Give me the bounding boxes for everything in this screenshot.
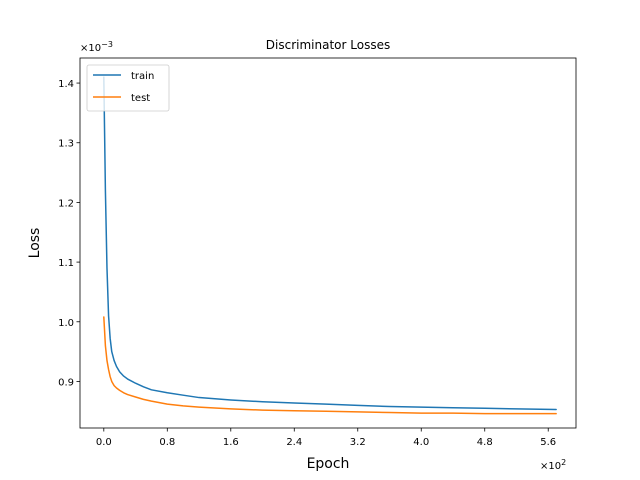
legend: train test bbox=[86, 64, 170, 112]
x-tick-label: 3.2 bbox=[350, 437, 366, 448]
chart-title: Discriminator Losses bbox=[266, 38, 390, 52]
y-tick-label: 1.2 bbox=[58, 198, 74, 209]
legend-label-test: test bbox=[131, 93, 150, 104]
x-tick-label: 0.0 bbox=[96, 437, 112, 448]
x-tick-label: 4.0 bbox=[413, 437, 429, 448]
y-axis-label: Loss bbox=[27, 228, 43, 259]
plot-frame bbox=[79, 57, 577, 429]
y-tick-label: 0.9 bbox=[58, 377, 74, 388]
legend-box bbox=[86, 64, 170, 112]
series-line-train bbox=[103, 76, 557, 411]
y-tick-label: 1.0 bbox=[58, 318, 74, 329]
x-axis: 0.0 0.8 1.6 2.4 3.2 4.0 4.8 5.6 bbox=[96, 428, 556, 448]
x-tick-label: 2.4 bbox=[286, 437, 302, 448]
x-axis-label: Epoch bbox=[307, 456, 350, 472]
y-tick-label: 1.3 bbox=[58, 139, 74, 150]
series-layer bbox=[103, 76, 557, 415]
y-axis: 0.9 1.0 1.1 1.2 1.3 1.4 bbox=[58, 79, 80, 388]
series-line-test bbox=[103, 316, 557, 415]
y-tick-label: 1.4 bbox=[58, 79, 74, 90]
x-tick-label: 4.8 bbox=[477, 437, 493, 448]
x-tick-label: 0.8 bbox=[159, 437, 175, 448]
legend-label-train: train bbox=[131, 71, 154, 82]
x-tick-label: 1.6 bbox=[223, 437, 239, 448]
x-multiplier-label: ×102 bbox=[540, 458, 566, 473]
y-tick-label: 1.1 bbox=[58, 258, 74, 269]
x-tick-label: 5.6 bbox=[540, 437, 556, 448]
